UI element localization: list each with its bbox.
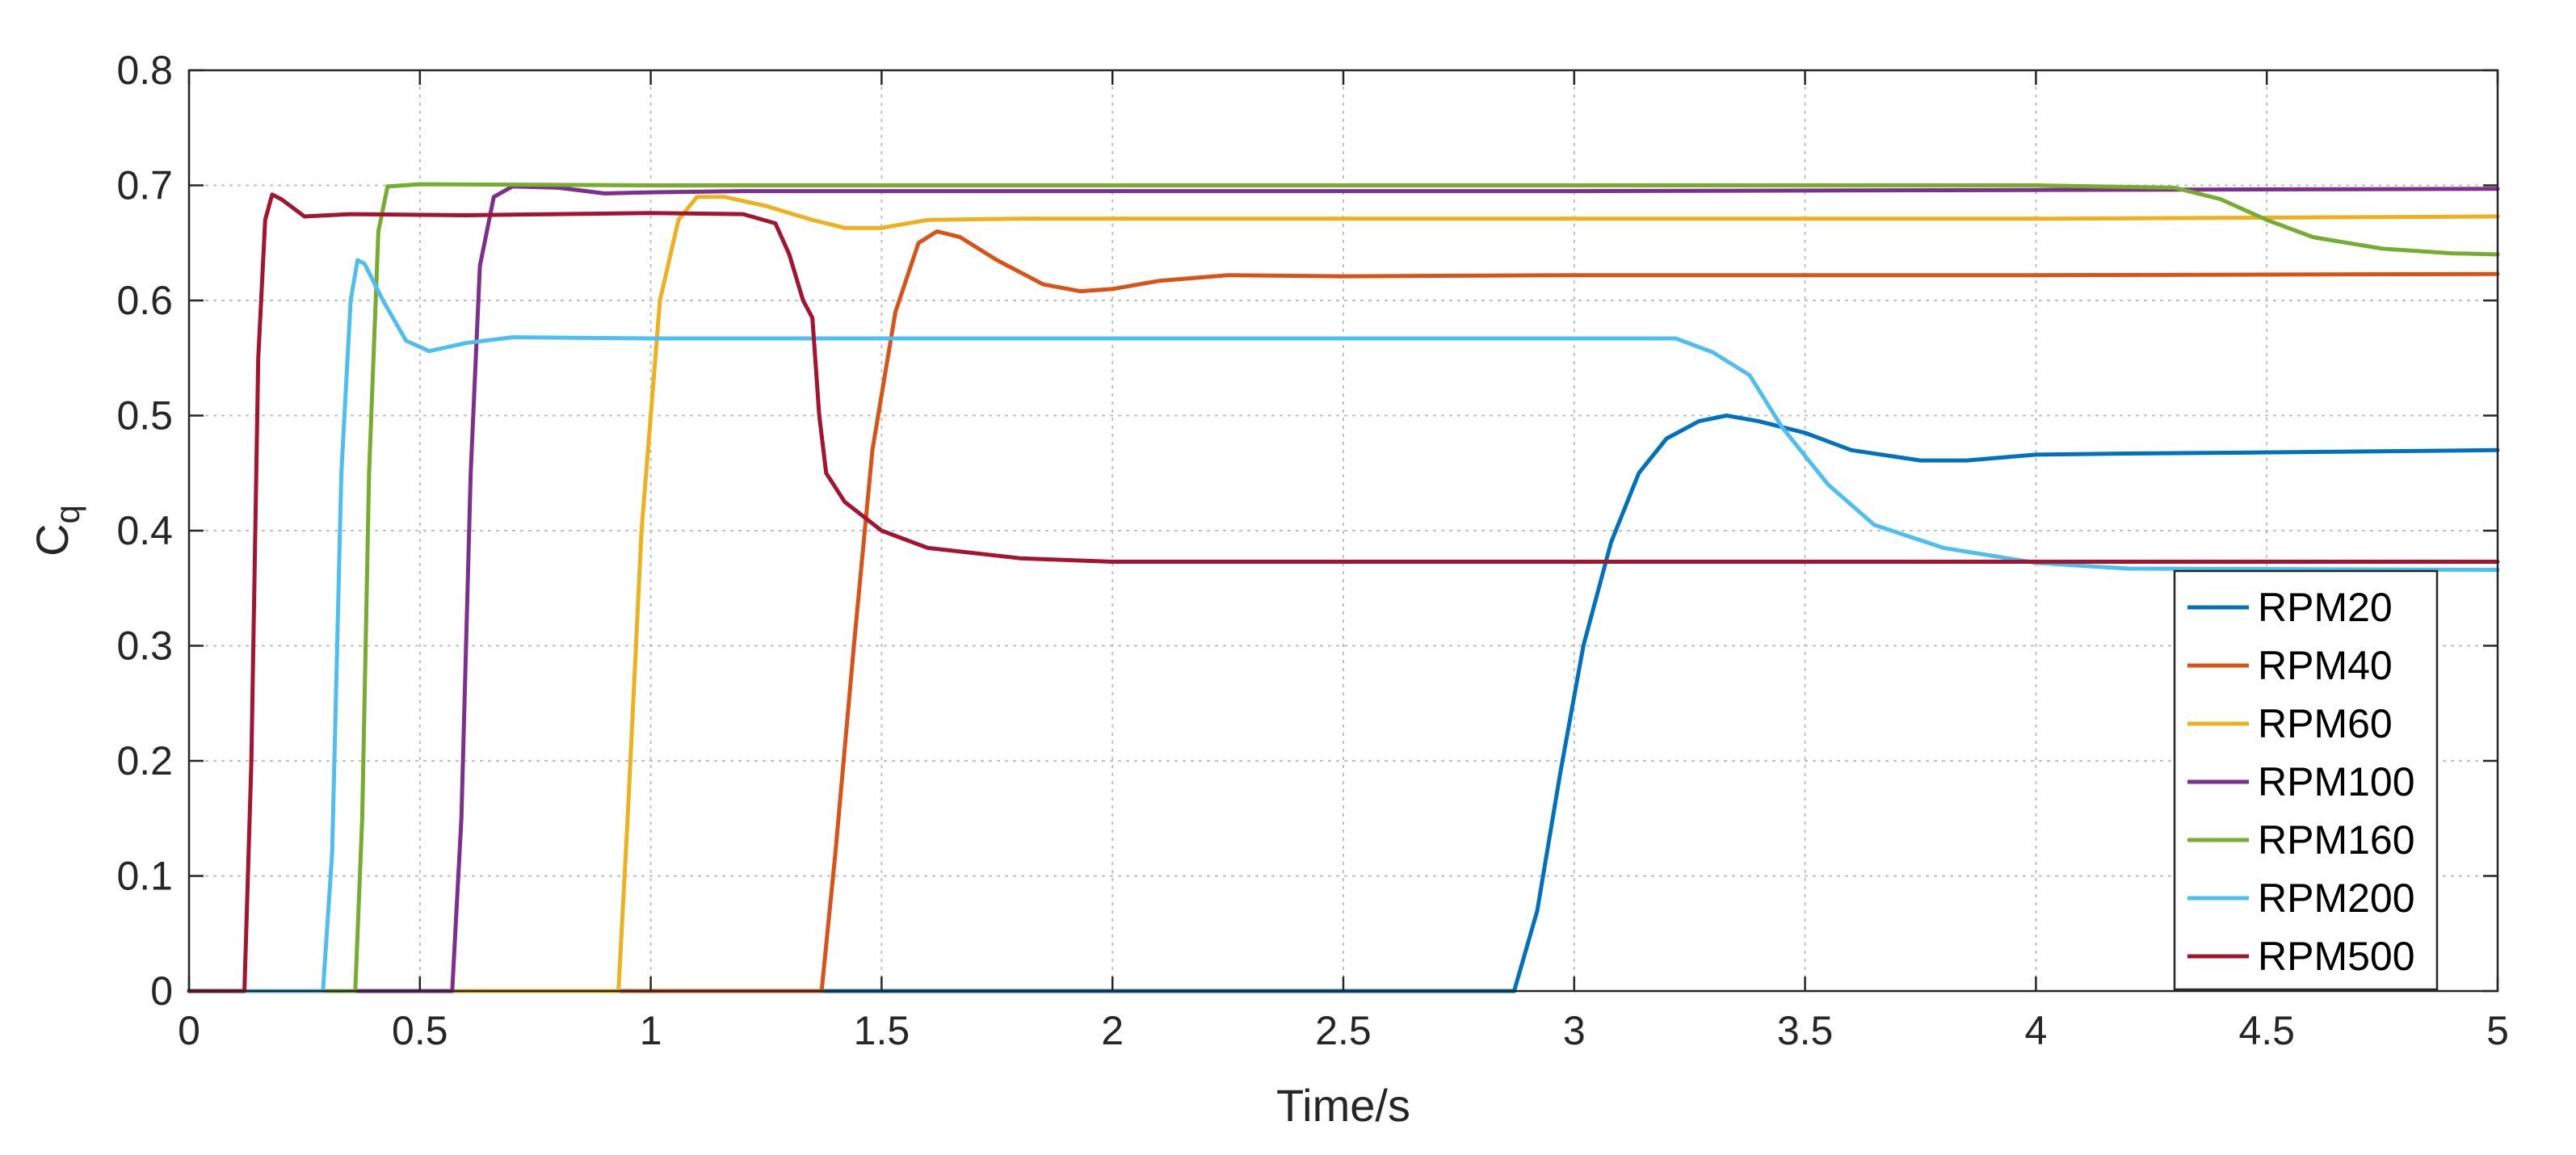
x-tick-label: 2: [1101, 1008, 1124, 1053]
x-tick-label: 1.5: [854, 1008, 910, 1053]
series-line-rpm160: [187, 182, 2500, 993]
y-tick-labels: 0 0.1 0.2 0.3 0.4 0.5 0.6 0.7 0.8: [116, 48, 173, 1014]
legend-items: RPM20 RPM40 RPM60 RPM100 RPM160 RPM200 RPM500: [2187, 585, 2415, 979]
series-line-rpm20: [187, 414, 2500, 993]
y-tick-label: 0.4: [116, 508, 173, 553]
x-tick-label: 1: [640, 1008, 662, 1053]
y-axis-label-subscript: q: [48, 505, 86, 523]
legend-label: RPM60: [2258, 701, 2393, 746]
y-tick-label: 0.3: [116, 624, 173, 669]
x-tick-labels: 0 0.5 1 1.5 2 2.5 3 3.5 4 4.5 5: [178, 1008, 2509, 1053]
gridlines: [189, 70, 2498, 991]
series-lines: [187, 182, 2500, 993]
series-line-rpm200: [187, 258, 2500, 993]
legend-item: RPM500: [2187, 934, 2415, 979]
y-tick-label: 0.2: [116, 738, 173, 783]
legend-label: RPM20: [2258, 585, 2393, 630]
legend: RPM20 RPM40 RPM60 RPM100 RPM160 RPM200 RPM500: [2173, 569, 2439, 991]
x-tick-label: 2.5: [1315, 1008, 1372, 1053]
series-line-rpm500: [187, 192, 2500, 993]
legend-label: RPM160: [2258, 817, 2415, 863]
x-tick-label: 0.5: [392, 1008, 448, 1053]
y-axis-label: Cq: [27, 505, 86, 556]
legend-label: RPM100: [2258, 759, 2415, 804]
y-tick-label: 0: [150, 968, 173, 1014]
x-tick-label: 4: [2024, 1008, 2047, 1053]
legend-label: RPM200: [2258, 876, 2415, 921]
legend-item: RPM40: [2187, 643, 2393, 688]
y-tick-label: 0.6: [116, 278, 173, 323]
x-axis-label: Time/s: [1276, 1080, 1410, 1131]
legend-label: RPM40: [2258, 643, 2393, 688]
x-tick-label: 4.5: [2238, 1008, 2295, 1053]
y-axis-label-main: C: [27, 523, 78, 556]
series-line-rpm60: [187, 195, 2500, 993]
legend-item: RPM200: [2187, 876, 2415, 921]
series-line-rpm40: [187, 229, 2500, 993]
series-line-rpm100: [187, 184, 2500, 993]
axis-ticks: [187, 69, 2499, 993]
x-tick-label: 3: [1563, 1008, 1586, 1053]
legend-label: RPM500: [2258, 934, 2415, 979]
y-tick-label: 0.8: [116, 48, 173, 93]
x-tick-label: 3.5: [1777, 1008, 1834, 1053]
legend-item: RPM160: [2187, 817, 2415, 863]
x-tick-label: 0: [178, 1008, 200, 1053]
y-tick-label: 0.7: [116, 163, 173, 208]
y-tick-label: 0.1: [116, 854, 173, 899]
legend-item: RPM20: [2187, 585, 2393, 630]
legend-item: RPM100: [2187, 759, 2415, 804]
x-tick-label: 5: [2486, 1008, 2509, 1053]
y-tick-label: 0.5: [116, 393, 173, 439]
legend-item: RPM60: [2187, 701, 2393, 746]
